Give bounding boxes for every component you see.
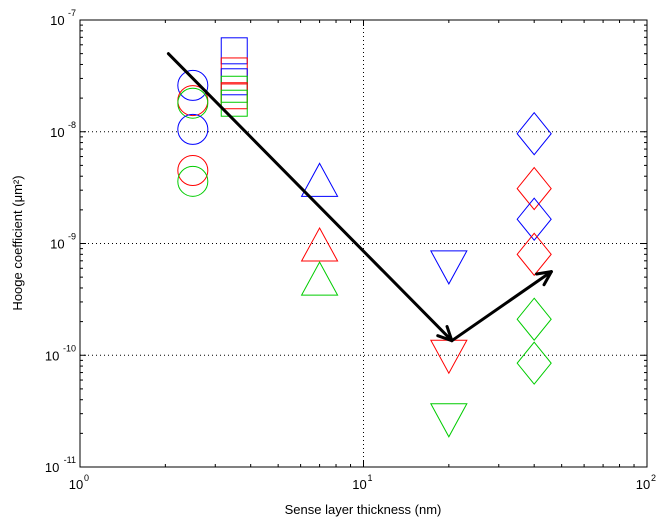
x-tick-exponent: 1 xyxy=(368,473,373,483)
x-tick-label: 10 xyxy=(636,477,650,492)
trend-arrows xyxy=(166,52,553,343)
x-tick-label: 10 xyxy=(352,477,366,492)
y-tick-label: 10 xyxy=(45,348,59,363)
y-axis-label: Hooge coefficient (μm²) xyxy=(10,175,25,310)
triangle-down-marker xyxy=(429,403,468,438)
trend-arrow-head xyxy=(535,270,553,287)
y-tick-exponent: -9 xyxy=(68,232,76,242)
triangle-up-marker xyxy=(300,162,339,197)
plot-frame xyxy=(79,19,648,468)
circle-marker xyxy=(177,155,209,187)
diamond-marker xyxy=(516,232,552,277)
y-tick-exponent: -8 xyxy=(68,120,76,130)
circle-marker xyxy=(177,165,209,197)
circle-marker xyxy=(177,87,209,119)
y-tick-label: 10 xyxy=(50,125,64,140)
diamond-marker xyxy=(516,166,552,211)
diamond-marker xyxy=(516,341,552,385)
triangle-up-marker xyxy=(300,226,339,262)
x-tick-exponent: 0 xyxy=(84,473,89,483)
trend-arrow-line xyxy=(166,52,454,343)
y-tick-exponent: -7 xyxy=(68,8,76,18)
square-marker xyxy=(220,89,248,117)
triangle-up-marker xyxy=(300,261,339,296)
circle-marker xyxy=(177,69,209,101)
diamond-marker xyxy=(516,197,552,241)
y-tick-exponent: -11 xyxy=(64,455,76,465)
y-tick-label: 10 xyxy=(50,237,64,252)
y-tick-label: 10 xyxy=(50,13,64,28)
trend-arrow-line xyxy=(450,270,553,343)
data-markers xyxy=(177,37,552,438)
x-tick-exponent: 2 xyxy=(651,473,656,483)
square-marker xyxy=(220,37,248,65)
x-tick-label: 10 xyxy=(69,477,83,492)
plot-area xyxy=(80,20,647,467)
grid-lines xyxy=(80,20,647,467)
y-tick-label: 10 xyxy=(45,460,59,475)
triangle-down-marker xyxy=(429,250,468,285)
diamond-marker xyxy=(516,297,552,342)
diamond-marker xyxy=(516,111,552,156)
y-tick-exponent: -10 xyxy=(63,343,76,353)
x-axis-label: Sense layer thickness (nm) xyxy=(285,502,442,517)
circle-marker xyxy=(177,113,209,145)
